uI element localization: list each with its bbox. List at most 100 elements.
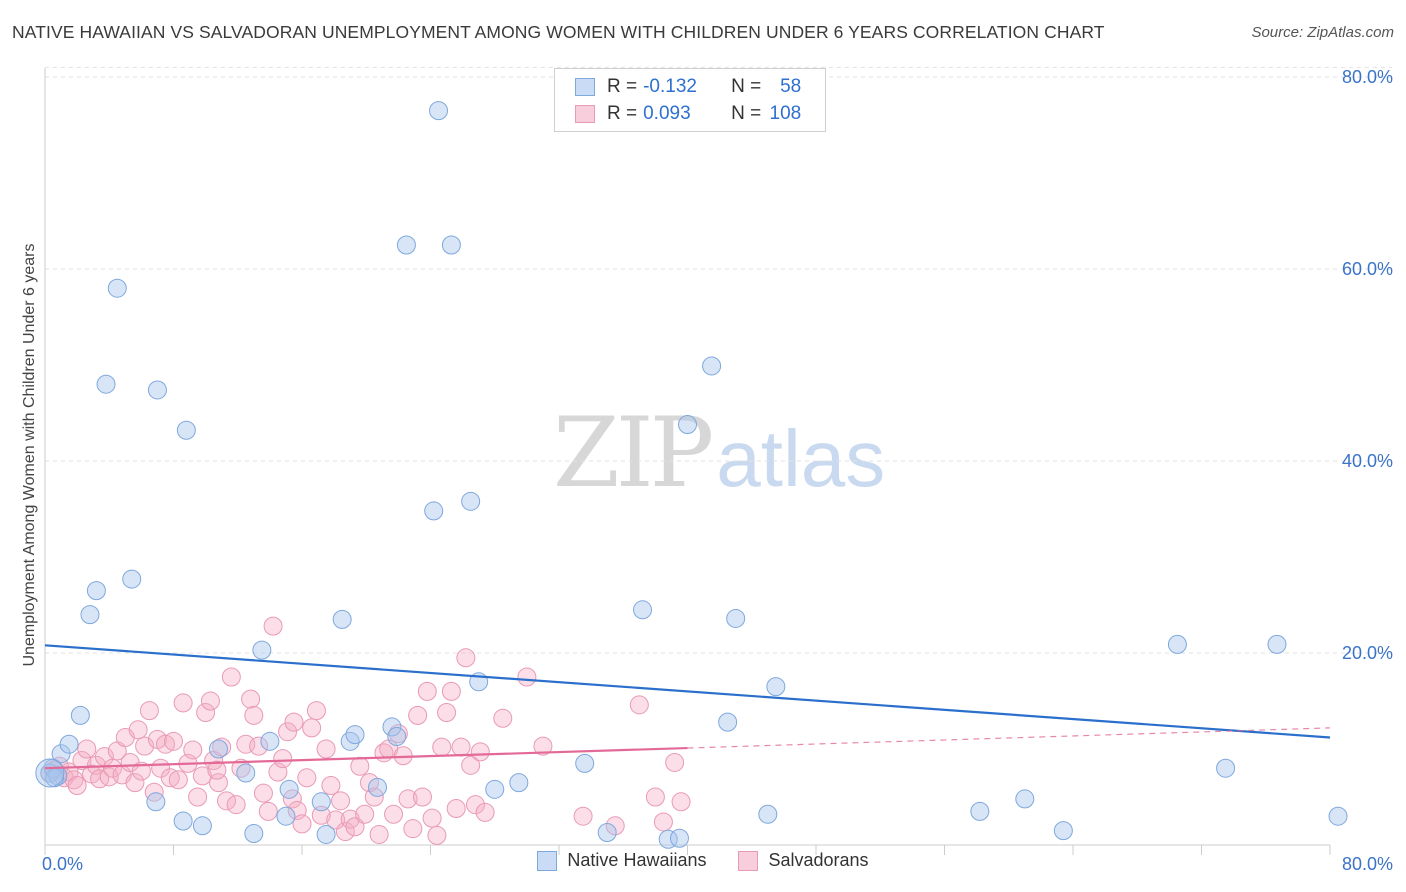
data-point-salvadorans — [432, 737, 452, 757]
data-point-salvadorans — [384, 804, 404, 824]
data-point-salvadorans — [316, 739, 336, 759]
data-point-salvadorans — [412, 787, 432, 807]
legend-row-native-hawaiians: R = -0.132 N = 58 — [575, 74, 801, 100]
data-point-salvadorans — [253, 783, 273, 803]
data-point-native-hawaiians — [396, 235, 416, 255]
legend-n-label: N = — [731, 103, 762, 124]
data-point-salvadorans — [258, 801, 278, 821]
data-point-salvadorans — [196, 703, 216, 723]
data-point-salvadorans — [217, 791, 237, 811]
trend-line-native-hawaiians — [44, 644, 1331, 739]
data-point-native-hawaiians — [633, 600, 653, 620]
data-point-salvadorans — [263, 616, 283, 636]
data-point-native-hawaiians — [726, 608, 746, 628]
data-point-native-hawaiians — [509, 773, 529, 793]
watermark-zip: ZIP — [553, 397, 714, 509]
data-point-salvadorans — [64, 770, 84, 790]
data-point-salvadorans — [212, 737, 232, 757]
data-point-salvadorans — [427, 825, 447, 845]
data-point-native-hawaiians — [485, 779, 505, 799]
data-point-salvadorans — [605, 816, 625, 836]
data-point-salvadorans — [350, 756, 370, 776]
data-point-salvadorans — [90, 769, 110, 789]
data-point-native-hawaiians — [1053, 821, 1073, 841]
data-point-native-hawaiians — [316, 824, 336, 844]
data-point-native-hawaiians — [718, 712, 738, 732]
data-point-salvadorans — [292, 814, 312, 834]
data-point-salvadorans — [188, 787, 208, 807]
data-point-native-hawaiians — [80, 605, 100, 625]
data-point-salvadorans — [284, 712, 304, 732]
data-point-native-hawaiians — [669, 828, 689, 848]
data-point-native-hawaiians — [311, 792, 331, 812]
series-swatch-pink — [738, 850, 759, 871]
data-point-salvadorans — [533, 736, 553, 756]
data-point-native-hawaiians — [260, 731, 280, 751]
data-point-native-hawaiians — [279, 779, 299, 799]
data-point-salvadorans — [67, 775, 87, 795]
y-tick-label: 80.0% — [1342, 67, 1393, 87]
data-point-native-hawaiians — [86, 581, 106, 601]
data-point-salvadorans — [306, 701, 326, 721]
axis-layer — [44, 68, 1331, 855]
data-point-native-hawaiians — [1328, 806, 1348, 826]
data-point-native-hawaiians — [252, 640, 272, 660]
watermark-atlas: atlas — [716, 414, 886, 503]
data-point-salvadorans — [72, 751, 92, 771]
tick-layer: 20.0% 40.0% 60.0% 80.0% 0.0% 80.0% — [42, 67, 1393, 874]
data-point-salvadorans — [653, 812, 673, 832]
data-point-salvadorans — [335, 822, 355, 842]
data-point-native-hawaiians — [96, 374, 116, 394]
data-point-native-hawaiians — [758, 804, 778, 824]
data-point-salvadorans — [369, 824, 389, 844]
data-point-native-hawaiians — [236, 763, 256, 783]
data-point-salvadorans — [470, 742, 490, 762]
data-point-native-hawaiians — [678, 415, 697, 435]
data-point-salvadorans — [102, 758, 122, 778]
data-point-native-hawaiians — [1216, 758, 1236, 778]
data-point-salvadorans — [355, 804, 375, 824]
data-point-salvadorans — [278, 722, 298, 742]
data-point-salvadorans — [629, 695, 649, 715]
data-point-salvadorans — [297, 768, 317, 788]
data-point-salvadorans — [645, 787, 665, 807]
legend-row-salvadorans: R = 0.093 N = 108 — [575, 101, 801, 127]
data-point-native-hawaiians — [244, 823, 264, 843]
data-point-salvadorans — [671, 792, 691, 812]
data-point-salvadorans — [441, 681, 461, 701]
data-point-native-hawaiians — [382, 717, 402, 737]
data-point-salvadorans — [139, 701, 159, 721]
data-point-native-hawaiians — [276, 806, 296, 826]
data-point-native-hawaiians — [176, 420, 196, 440]
series-legend-native-hawaiians: Native Hawaiians — [537, 850, 706, 871]
data-point-salvadorans — [475, 802, 495, 822]
trend-line-salvadorans — [44, 746, 688, 770]
y-tick-label: 20.0% — [1342, 643, 1393, 663]
data-point-salvadorans — [437, 703, 457, 723]
data-point-salvadorans — [131, 761, 151, 781]
x-tick-label: 0.0% — [42, 854, 83, 874]
data-point-salvadorans — [403, 819, 423, 839]
data-point-salvadorans — [456, 648, 476, 668]
correlation-legend: R = -0.132 N = 58 R = 0.093 N = 108 — [554, 68, 826, 132]
source-credit: Source: ZipAtlas.com — [1251, 24, 1394, 41]
watermark: ZIPatlas — [553, 405, 885, 502]
data-point-salvadorans — [226, 795, 246, 815]
data-point-salvadorans — [451, 737, 471, 757]
data-point-salvadorans — [168, 770, 188, 790]
data-point-native-hawaiians — [51, 744, 71, 764]
data-point-native-hawaiians — [70, 705, 90, 725]
data-point-salvadorans — [321, 775, 341, 795]
y-axis-label: Unemployment Among Women with Children U… — [21, 243, 38, 667]
data-point-salvadorans — [144, 782, 164, 802]
data-point-native-hawaiians — [461, 491, 481, 511]
data-point-salvadorans — [665, 752, 685, 772]
y-tick-label: 40.0% — [1342, 451, 1393, 471]
data-point-salvadorans — [461, 755, 481, 775]
series-legend-salvadorans: Salvadorans — [738, 850, 869, 871]
data-point-native-hawaiians — [59, 734, 79, 754]
series-legend: Native Hawaiians Salvadorans — [0, 850, 1406, 871]
data-point-salvadorans — [160, 768, 180, 788]
series-name: Salvadorans — [768, 850, 869, 870]
data-point-native-hawaiians — [345, 725, 365, 745]
